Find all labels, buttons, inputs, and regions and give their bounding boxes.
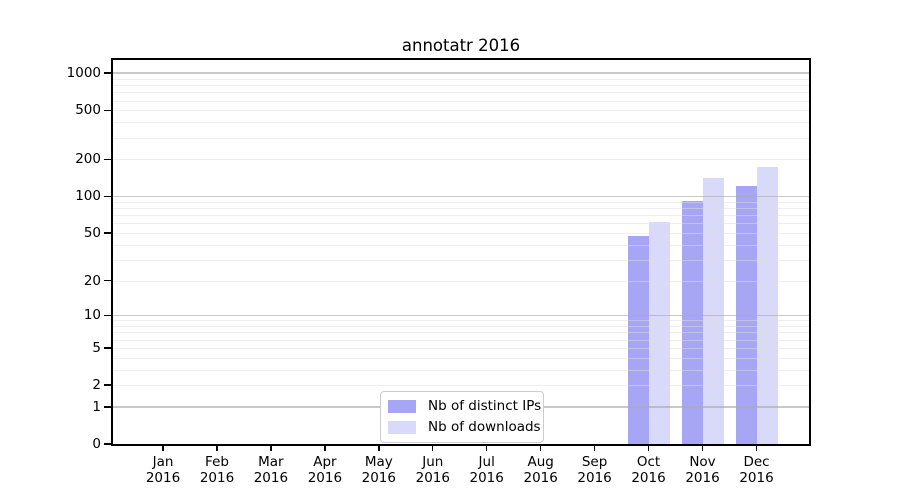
- y-tick-mark: [104, 158, 111, 161]
- gridline-minor: [113, 122, 809, 124]
- chart-title: annotatr 2016: [401, 36, 521, 55]
- legend-swatch-distinct-ips: [388, 399, 416, 413]
- x-tick-mark: [647, 446, 650, 451]
- y-tick-mark: [104, 347, 111, 349]
- y-tick-label: 50: [83, 224, 101, 241]
- gridline-minor: [113, 78, 809, 80]
- gridline-minor: [113, 137, 809, 139]
- gridline-minor: [113, 244, 809, 246]
- x-tick-label: Oct 2016: [631, 454, 666, 486]
- y-tick-label: 2: [92, 377, 101, 393]
- y-tick-label: 5: [92, 339, 101, 356]
- y-tick-label: 200: [75, 151, 101, 168]
- legend-item-distinct-ips: Nb of distinct IPs: [388, 398, 541, 414]
- gridline-minor: [113, 339, 809, 341]
- y-tick-label: 500: [75, 102, 101, 119]
- x-tick-label: Jan 2016: [145, 454, 181, 486]
- bar-downloads: [756, 167, 778, 444]
- gridline-minor: [113, 85, 809, 87]
- gridline-minor: [113, 92, 809, 94]
- gridline-minor: [113, 232, 809, 234]
- gridline-minor: [113, 385, 809, 386]
- y-tick-label: 1000: [66, 65, 101, 82]
- gridline-minor: [113, 280, 809, 282]
- gridline-major: [113, 72, 809, 74]
- x-tick-mark: [755, 446, 758, 451]
- y-tick-label: 0: [92, 436, 101, 452]
- x-tick-mark: [216, 446, 218, 451]
- gridline-minor: [113, 259, 809, 261]
- x-tick-label: Apr 2016: [307, 454, 343, 486]
- y-tick-label: 100: [75, 188, 101, 205]
- legend-label-distinct-ips: Nb of distinct IPs: [428, 398, 542, 414]
- x-tick-mark: [162, 446, 164, 451]
- x-tick-mark: [485, 446, 488, 451]
- x-tick-label: Sep 2016: [577, 454, 612, 486]
- x-tick-label: May 2016: [361, 454, 396, 486]
- y-tick-label: 20: [83, 272, 101, 289]
- y-tick-label: 10: [83, 307, 101, 324]
- x-tick-label: Mar 2016: [253, 454, 289, 486]
- x-tick-label: Jun 2016: [415, 454, 450, 486]
- x-tick-mark: [378, 446, 380, 451]
- y-tick-mark: [104, 406, 111, 408]
- x-tick-label: Dec 2016: [739, 454, 774, 486]
- gridline-major: [113, 314, 809, 316]
- x-tick-label: Feb 2016: [199, 454, 235, 486]
- y-tick-mark: [104, 384, 111, 386]
- x-tick-mark: [431, 446, 434, 451]
- y-tick-mark: [104, 232, 111, 234]
- gridline-minor: [113, 110, 809, 112]
- gridline-minor: [113, 326, 809, 328]
- y-tick-mark: [104, 314, 111, 317]
- plot-area: Nb of distinct IPs Nb of downloads 0 1 2 5 1…: [67, 58, 811, 486]
- gridline-major: [113, 195, 809, 197]
- gridline-minor: [113, 347, 809, 349]
- x-tick-mark: [701, 446, 704, 451]
- gridline-minor: [113, 208, 809, 210]
- bar-distinct-ips: [681, 200, 703, 444]
- y-tick-mark: [104, 195, 111, 198]
- y-tick-label: 1: [92, 398, 101, 415]
- gridline-minor: [113, 223, 809, 225]
- legend: Nb of distinct IPs Nb of downloads: [380, 391, 544, 443]
- x-tick-label: Aug 2016: [523, 454, 558, 486]
- legend-label-downloads: Nb of downloads: [428, 419, 541, 435]
- gridline-minor: [113, 100, 809, 102]
- gridline-minor: [113, 357, 809, 359]
- y-tick-mark: [104, 109, 111, 112]
- bar-downloads: [702, 177, 724, 444]
- gridline-minor: [113, 159, 809, 161]
- gridline-minor: [113, 369, 809, 371]
- y-tick-mark: [104, 443, 111, 445]
- gridline-minor: [113, 332, 809, 334]
- y-tick-mark: [104, 72, 111, 74]
- x-tick-label: Nov 2016: [685, 454, 720, 486]
- legend-swatch-downloads: [388, 420, 416, 434]
- x-tick-label: Jul 2016: [469, 454, 504, 486]
- x-tick-mark: [593, 446, 596, 451]
- gridline-minor: [113, 201, 809, 203]
- gridline-minor: [113, 320, 809, 322]
- legend-item-downloads: Nb of downloads: [388, 419, 541, 435]
- x-tick-mark: [539, 446, 542, 451]
- x-tick-mark: [324, 446, 326, 451]
- x-tick-mark: [270, 446, 272, 451]
- y-tick-mark: [104, 279, 111, 282]
- gridline-minor: [113, 215, 809, 217]
